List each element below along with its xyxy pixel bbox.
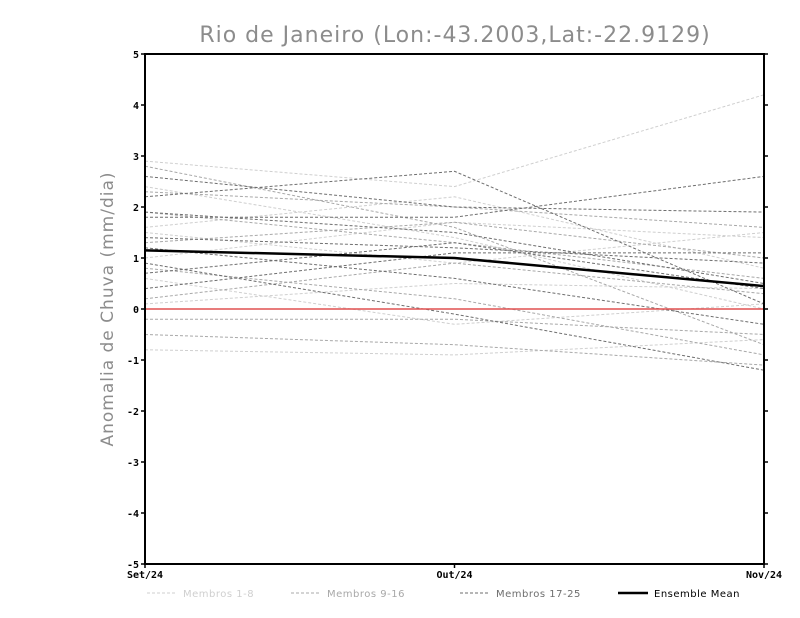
y-tick-label: 3 — [133, 152, 139, 163]
member-line-g2-8 — [144, 334, 765, 366]
member-line-g3-8 — [144, 237, 765, 264]
member-line-g3-7 — [144, 247, 765, 325]
member-line-g1-4 — [144, 339, 765, 356]
y-tick-label: -3 — [127, 458, 139, 469]
y-axis-label: Anomalia de Chuva (mm/dia) — [98, 171, 118, 446]
member-line-g1-6 — [144, 186, 765, 310]
ensemble-mean-line — [144, 249, 765, 288]
y-tick-label: 4 — [133, 101, 139, 112]
x-tick-label: Nov/24 — [746, 570, 782, 581]
member-line-g2-4 — [145, 318, 765, 335]
y-tick-label: -4 — [127, 509, 139, 520]
member-line-g2-3 — [144, 191, 765, 228]
x-tick-label: Set/24 — [127, 570, 163, 581]
member-line-g3-9 — [144, 211, 765, 284]
member-line-g1-3 — [144, 196, 765, 269]
y-tick-label: 1 — [133, 254, 139, 265]
chart-title: Rio de Janeiro (Lon:-43.2003,Lat:-22.912… — [199, 23, 710, 48]
member-line-g3-3 — [144, 175, 765, 213]
member-line-g2-1 — [144, 267, 765, 356]
legend-label: Membros 9-16 — [327, 589, 405, 600]
y-tick-label: 0 — [133, 305, 139, 316]
member-line-g2-6 — [144, 262, 765, 300]
y-tick-label: 5 — [133, 50, 139, 61]
member-line-g3-2 — [144, 252, 764, 290]
member-line-g3-1 — [144, 170, 765, 305]
y-tick-label: 2 — [133, 203, 139, 214]
member-line-g3-4 — [145, 175, 765, 218]
member-line-g1-7 — [144, 277, 765, 325]
legend-label: Ensemble Mean — [654, 589, 740, 600]
member-line-g1-2 — [144, 282, 765, 305]
member-line-g3-5 — [144, 242, 765, 290]
member-line-g3-6 — [144, 262, 765, 371]
member-line-g1-1 — [144, 94, 765, 188]
member-line-g2-5 — [144, 221, 765, 259]
y-tick-label: -2 — [127, 407, 139, 418]
legend-label: Membros 17-25 — [496, 589, 581, 600]
member-line-g2-7 — [144, 165, 765, 346]
y-tick-label: -5 — [127, 560, 139, 571]
x-tick-label: Out/24 — [436, 570, 472, 581]
y-tick-label: -1 — [127, 356, 139, 367]
legend-label: Membros 1-8 — [183, 589, 254, 600]
